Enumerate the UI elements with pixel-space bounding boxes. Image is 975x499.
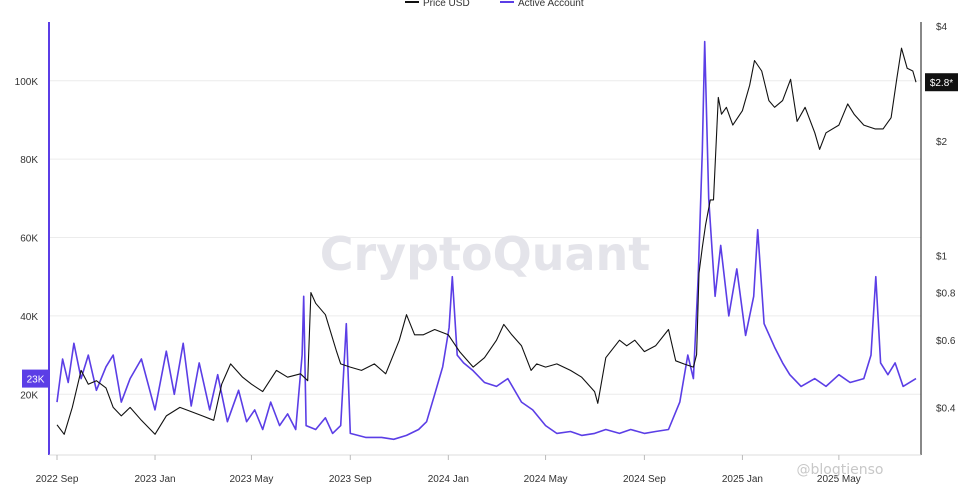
right-axis-ticks: $0.4 $0.6 $0.8 $1 $2 $4 (936, 22, 956, 414)
x-tick-label: 2023 Jan (134, 474, 175, 485)
x-axis-ticks[interactable]: 2022 Sep 2023 Jan 2023 May 2023 Sep 2024 Jan… (36, 455, 861, 485)
y-right-tick-label: $1 (936, 252, 948, 263)
x-tick-label: 2022 Sep (36, 474, 79, 485)
series-line-active-account[interactable] (56, 40, 917, 441)
y-left-tick-label: 40K (20, 312, 38, 323)
x-tick-label: 2023 Sep (329, 474, 372, 485)
y-right-tick-label: $0.8 (936, 289, 956, 300)
watermark: CryptoQuant (320, 227, 651, 281)
x-tick-label: 2025 Jan (722, 474, 763, 485)
right-current-badge (925, 73, 958, 92)
left-current-badge (22, 369, 49, 388)
blogtienso-handle: @blogtienso (797, 462, 884, 478)
y-right-tick-label: $0.4 (936, 403, 956, 414)
x-tick-label: 2025 May (817, 474, 861, 485)
y-right-tick-label: $4 (936, 22, 948, 33)
y-left-tick-label: 100K (15, 77, 39, 88)
legend-item[interactable]: Price USD (423, 0, 470, 9)
legend[interactable]: Price USD Active Account (405, 0, 584, 9)
axis-badges: 23K $2.8* (22, 73, 958, 388)
legend-item[interactable]: Active Account (518, 0, 584, 9)
y-left-tick-label: 20K (20, 390, 38, 401)
y-left-tick-label: 60K (20, 234, 38, 245)
left-current-value: 23K (27, 375, 45, 386)
series-line-price-usd[interactable] (56, 47, 917, 435)
gridlines (49, 80, 921, 395)
x-tick-label: 2024 Sep (623, 474, 666, 485)
y-right-tick-label: $2 (936, 137, 948, 148)
series-layer (56, 40, 917, 441)
x-tick-label: 2024 May (524, 474, 568, 485)
y-right-tick-label: $0.6 (936, 336, 956, 347)
x-tick-label: 2024 Jan (428, 474, 469, 485)
left-axis-ticks: 20K 40K 60K 80K 100K (15, 77, 39, 401)
x-tick-label: 2023 May (229, 474, 273, 485)
right-current-value: $2.8* (930, 78, 953, 89)
y-left-tick-label: 80K (20, 155, 38, 166)
